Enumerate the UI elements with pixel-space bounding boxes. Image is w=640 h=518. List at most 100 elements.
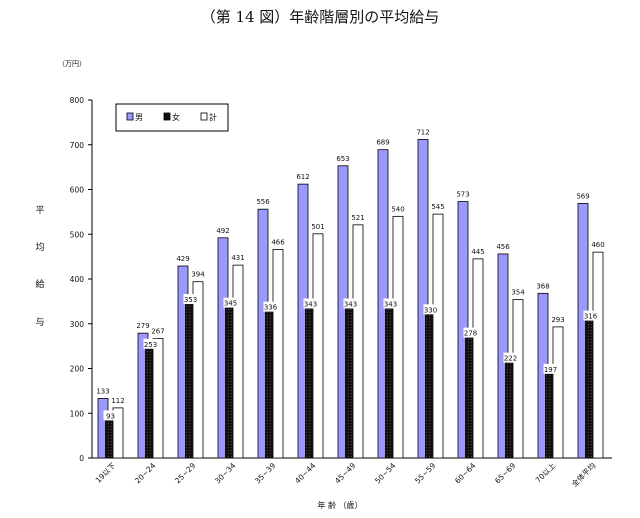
data-label: 712: [416, 128, 429, 136]
data-label: 689: [376, 139, 389, 147]
y-axis-title: 平均給与: [35, 205, 44, 328]
bars: 133 93 112 19以下 279 253 267 20~24 429 353 394 25~29…: [94, 128, 605, 488]
y-tick-label: 0: [79, 454, 84, 463]
y-tick-label: 100: [70, 409, 85, 418]
bar-計: [432, 213, 444, 459]
data-label: 93: [106, 412, 115, 420]
legend: 男女計: [115, 103, 229, 132]
bar-計: [192, 281, 204, 459]
data-label: 353: [184, 296, 197, 304]
legend-label: 男: [135, 113, 143, 122]
legend-label: 女: [172, 112, 180, 122]
data-label: 354: [511, 289, 525, 297]
data-label: 112: [111, 397, 124, 405]
legend-swatch-男: [126, 112, 134, 121]
data-label-bg: [383, 298, 398, 309]
data-label: 612: [296, 173, 309, 181]
bar-計: [592, 251, 604, 459]
y-axis-title-char: 与: [35, 317, 44, 328]
data-label: 460: [591, 241, 604, 249]
x-tick-label: 45~49: [333, 461, 357, 485]
data-label: 653: [336, 155, 349, 163]
data-label: 343: [304, 301, 317, 309]
x-tick-label: 65~69: [493, 461, 517, 485]
bar-計: [112, 407, 124, 459]
data-label: 343: [344, 301, 357, 309]
y-tick-label: 500: [70, 230, 85, 239]
y-axis-title-char: 均: [35, 241, 44, 253]
data-label: 253: [144, 341, 157, 349]
y-axis-title-char: 平: [35, 205, 44, 216]
data-label: 456: [496, 243, 510, 251]
legend-swatch-計: [200, 112, 208, 121]
data-label-bg: [423, 304, 438, 315]
data-label: 492: [216, 227, 229, 235]
data-label-bg: [223, 297, 238, 308]
data-label: 556: [256, 198, 270, 206]
chart-title: （第 14 図）年齢階層別の平均給与: [200, 8, 440, 26]
bar-計: [352, 224, 364, 459]
data-label-bg: [183, 294, 198, 305]
y-tick-label: 800: [70, 96, 85, 105]
x-tick-label: 55~59: [413, 461, 437, 485]
data-label: 345: [224, 300, 237, 308]
data-label: 343: [384, 301, 397, 309]
x-axis-title-text: 年 齢 （歳）: [317, 500, 362, 510]
legend-box: [115, 103, 229, 132]
data-label-bg: [263, 301, 278, 312]
x-axis-title: 年 齢 （歳）: [317, 500, 362, 510]
legend-swatch-女: [163, 112, 171, 121]
data-label: 545: [431, 203, 444, 211]
bar-計: [392, 215, 404, 459]
y-tick-label: 200: [70, 365, 85, 374]
data-label: 336: [264, 304, 278, 312]
data-label: 316: [584, 313, 598, 321]
y-tick-label: 600: [70, 186, 85, 195]
data-label: 394: [191, 271, 205, 279]
data-label: 521: [351, 214, 364, 222]
x-tick-label: 50~54: [373, 461, 397, 485]
data-label: 429: [176, 255, 189, 263]
data-label-bg: [103, 410, 118, 421]
x-tick-label: 19以下: [94, 461, 118, 485]
data-label: 368: [536, 282, 549, 290]
data-label: 278: [464, 330, 477, 338]
x-tick-label: 25~29: [173, 461, 197, 485]
data-label: 445: [471, 248, 484, 256]
bar-男: [417, 138, 429, 459]
data-label-bg: [463, 327, 478, 338]
bar-計: [552, 326, 564, 459]
unit-label: （万円）: [58, 60, 86, 68]
data-label: 267: [151, 328, 164, 336]
x-tick-label: 60~64: [453, 461, 477, 485]
data-label: 197: [544, 366, 557, 374]
data-label: 279: [136, 322, 149, 330]
y-tick-label: 300: [70, 320, 85, 329]
y-tick-label: 700: [70, 141, 85, 150]
data-label-bg: [343, 298, 358, 309]
data-label: 133: [96, 387, 109, 395]
legend-label: 計: [209, 112, 217, 122]
x-tick-label: 全体平均: [569, 460, 597, 488]
data-label-bg: [583, 310, 598, 321]
y-tick-label: 400: [70, 275, 85, 284]
bar-計: [272, 249, 284, 459]
data-label: 293: [551, 316, 564, 324]
data-label-bg: [543, 363, 558, 374]
x-tick-label: 40~44: [293, 461, 317, 485]
x-tick-label: 20~24: [133, 461, 157, 485]
bar-計: [152, 338, 164, 459]
data-label: 431: [231, 254, 244, 262]
data-label: 466: [271, 238, 285, 246]
data-label: 222: [504, 355, 517, 363]
y-axis-title-char: 給: [35, 278, 44, 290]
data-label: 540: [391, 205, 404, 213]
x-tick-label: 35~39: [253, 461, 277, 485]
data-label: 501: [311, 223, 324, 231]
bar-計: [512, 299, 524, 459]
bar-計: [232, 264, 244, 459]
data-label: 573: [456, 191, 469, 199]
data-label: 330: [424, 306, 437, 314]
x-tick-label: 70以上: [534, 461, 558, 485]
bar-計: [312, 233, 324, 459]
